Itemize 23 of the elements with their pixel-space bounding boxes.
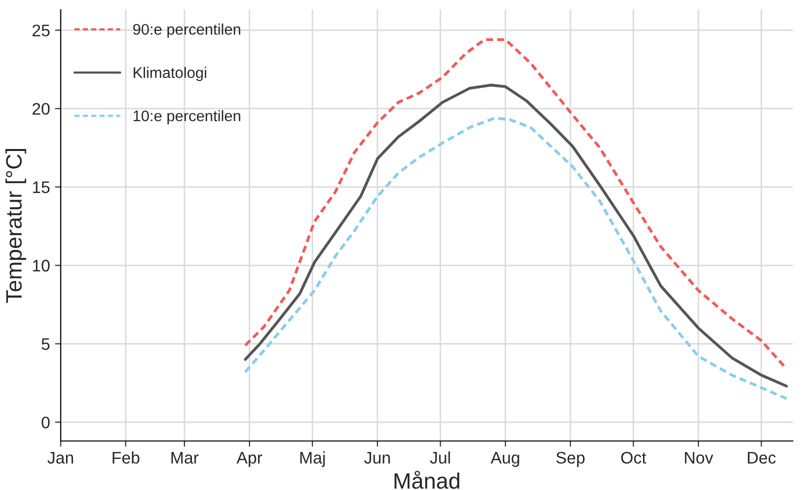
legend-label: 90:e percentilen bbox=[133, 24, 240, 38]
y-tick-label: 25 bbox=[32, 24, 50, 36]
x-tick-label: Feb bbox=[112, 451, 140, 464]
legend-label: Klimatologi bbox=[134, 66, 206, 82]
x-tick-label: Jul bbox=[430, 451, 450, 464]
y-tick-label: 0 bbox=[42, 416, 50, 428]
x-tick-label: Maj bbox=[300, 451, 325, 467]
legend-label: 10:e percentilen bbox=[134, 110, 240, 124]
x-tick-label: Nov bbox=[684, 452, 714, 464]
x-tick-label: Aug bbox=[490, 452, 520, 467]
x-tick-label: Mar bbox=[171, 452, 199, 464]
y-tick-label: 10 bbox=[32, 260, 50, 272]
x-tick-label: Dec bbox=[748, 452, 776, 464]
x-tick-label: Jan bbox=[48, 452, 74, 464]
y-tick-label: 15 bbox=[32, 182, 50, 194]
y-tick-label: 5 bbox=[42, 338, 50, 350]
x-axis-title: Månad bbox=[394, 470, 460, 489]
y-tick-label: 20 bbox=[32, 102, 50, 115]
x-tick-label: Jun bbox=[364, 452, 390, 464]
x-tick-label: Oct bbox=[621, 452, 646, 464]
x-tick-label: Apr bbox=[236, 452, 262, 467]
y-axis-title: Temperatur [°C] bbox=[5, 149, 26, 303]
x-tick-label: Sep bbox=[556, 452, 585, 467]
